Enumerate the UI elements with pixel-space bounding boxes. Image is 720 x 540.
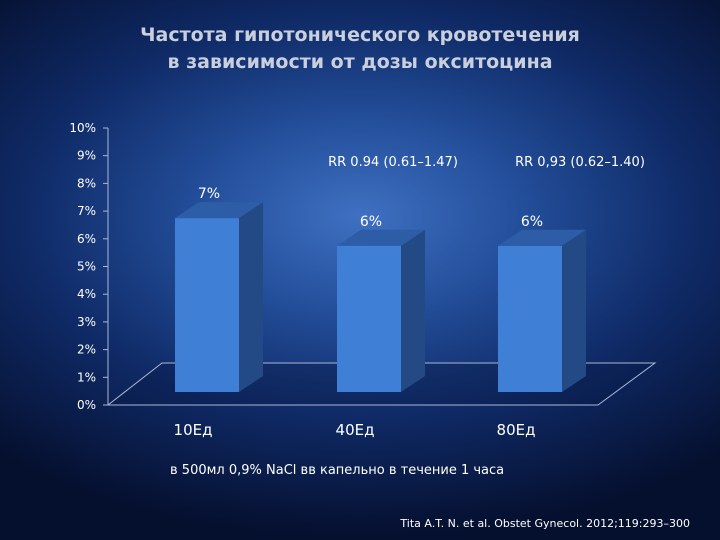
- category-label: 80Ед: [497, 421, 536, 439]
- y-tick-label: 0%: [77, 398, 96, 412]
- bar-value-label: 7%: [198, 186, 220, 202]
- citation: Tita A.T. N. et al. Obstet Gynecol. 2012…: [400, 517, 690, 530]
- y-tick-label: 5%: [77, 260, 96, 274]
- bar-front: [498, 245, 562, 392]
- bar-side: [562, 229, 586, 392]
- category-label: 40Ед: [336, 421, 375, 439]
- bar-value-label: 6%: [360, 214, 382, 230]
- bar-front: [175, 218, 239, 392]
- y-tick-label: 4%: [77, 287, 96, 301]
- rr-annotation: RR 0.94 (0.61–1.47): [328, 155, 458, 170]
- y-tick-label: 2%: [77, 343, 96, 357]
- bar-top: [337, 229, 425, 246]
- footnote: в 500мл 0,9% NaCl вв капельно в течение …: [170, 463, 505, 478]
- y-tick-label: 1%: [77, 370, 96, 384]
- y-tick-label: 8%: [77, 176, 96, 190]
- bar-2: [337, 229, 425, 392]
- chart-title-line-1: Частота гипотонического кровотечения: [140, 24, 580, 46]
- y-tick-label: 7%: [77, 204, 96, 218]
- bar-3: [498, 229, 586, 392]
- bar-side: [401, 229, 425, 392]
- rr-annotation: RR 0,93 (0.62–1.40): [515, 155, 645, 170]
- bar-1: [175, 202, 263, 392]
- bar-top: [498, 229, 586, 246]
- bar-value-label: 6%: [521, 214, 543, 230]
- y-tick-label: 10%: [69, 121, 96, 135]
- y-tick-label: 3%: [77, 315, 96, 329]
- chart-title-line-2: в зависимости от дозы окситоцина: [167, 51, 553, 73]
- bar-top: [175, 202, 263, 219]
- y-tick-label: 6%: [77, 232, 96, 246]
- bar-front: [337, 245, 401, 392]
- bar-side: [239, 202, 263, 392]
- y-tick-label: 9%: [77, 149, 96, 163]
- category-label: 10Ед: [174, 421, 213, 439]
